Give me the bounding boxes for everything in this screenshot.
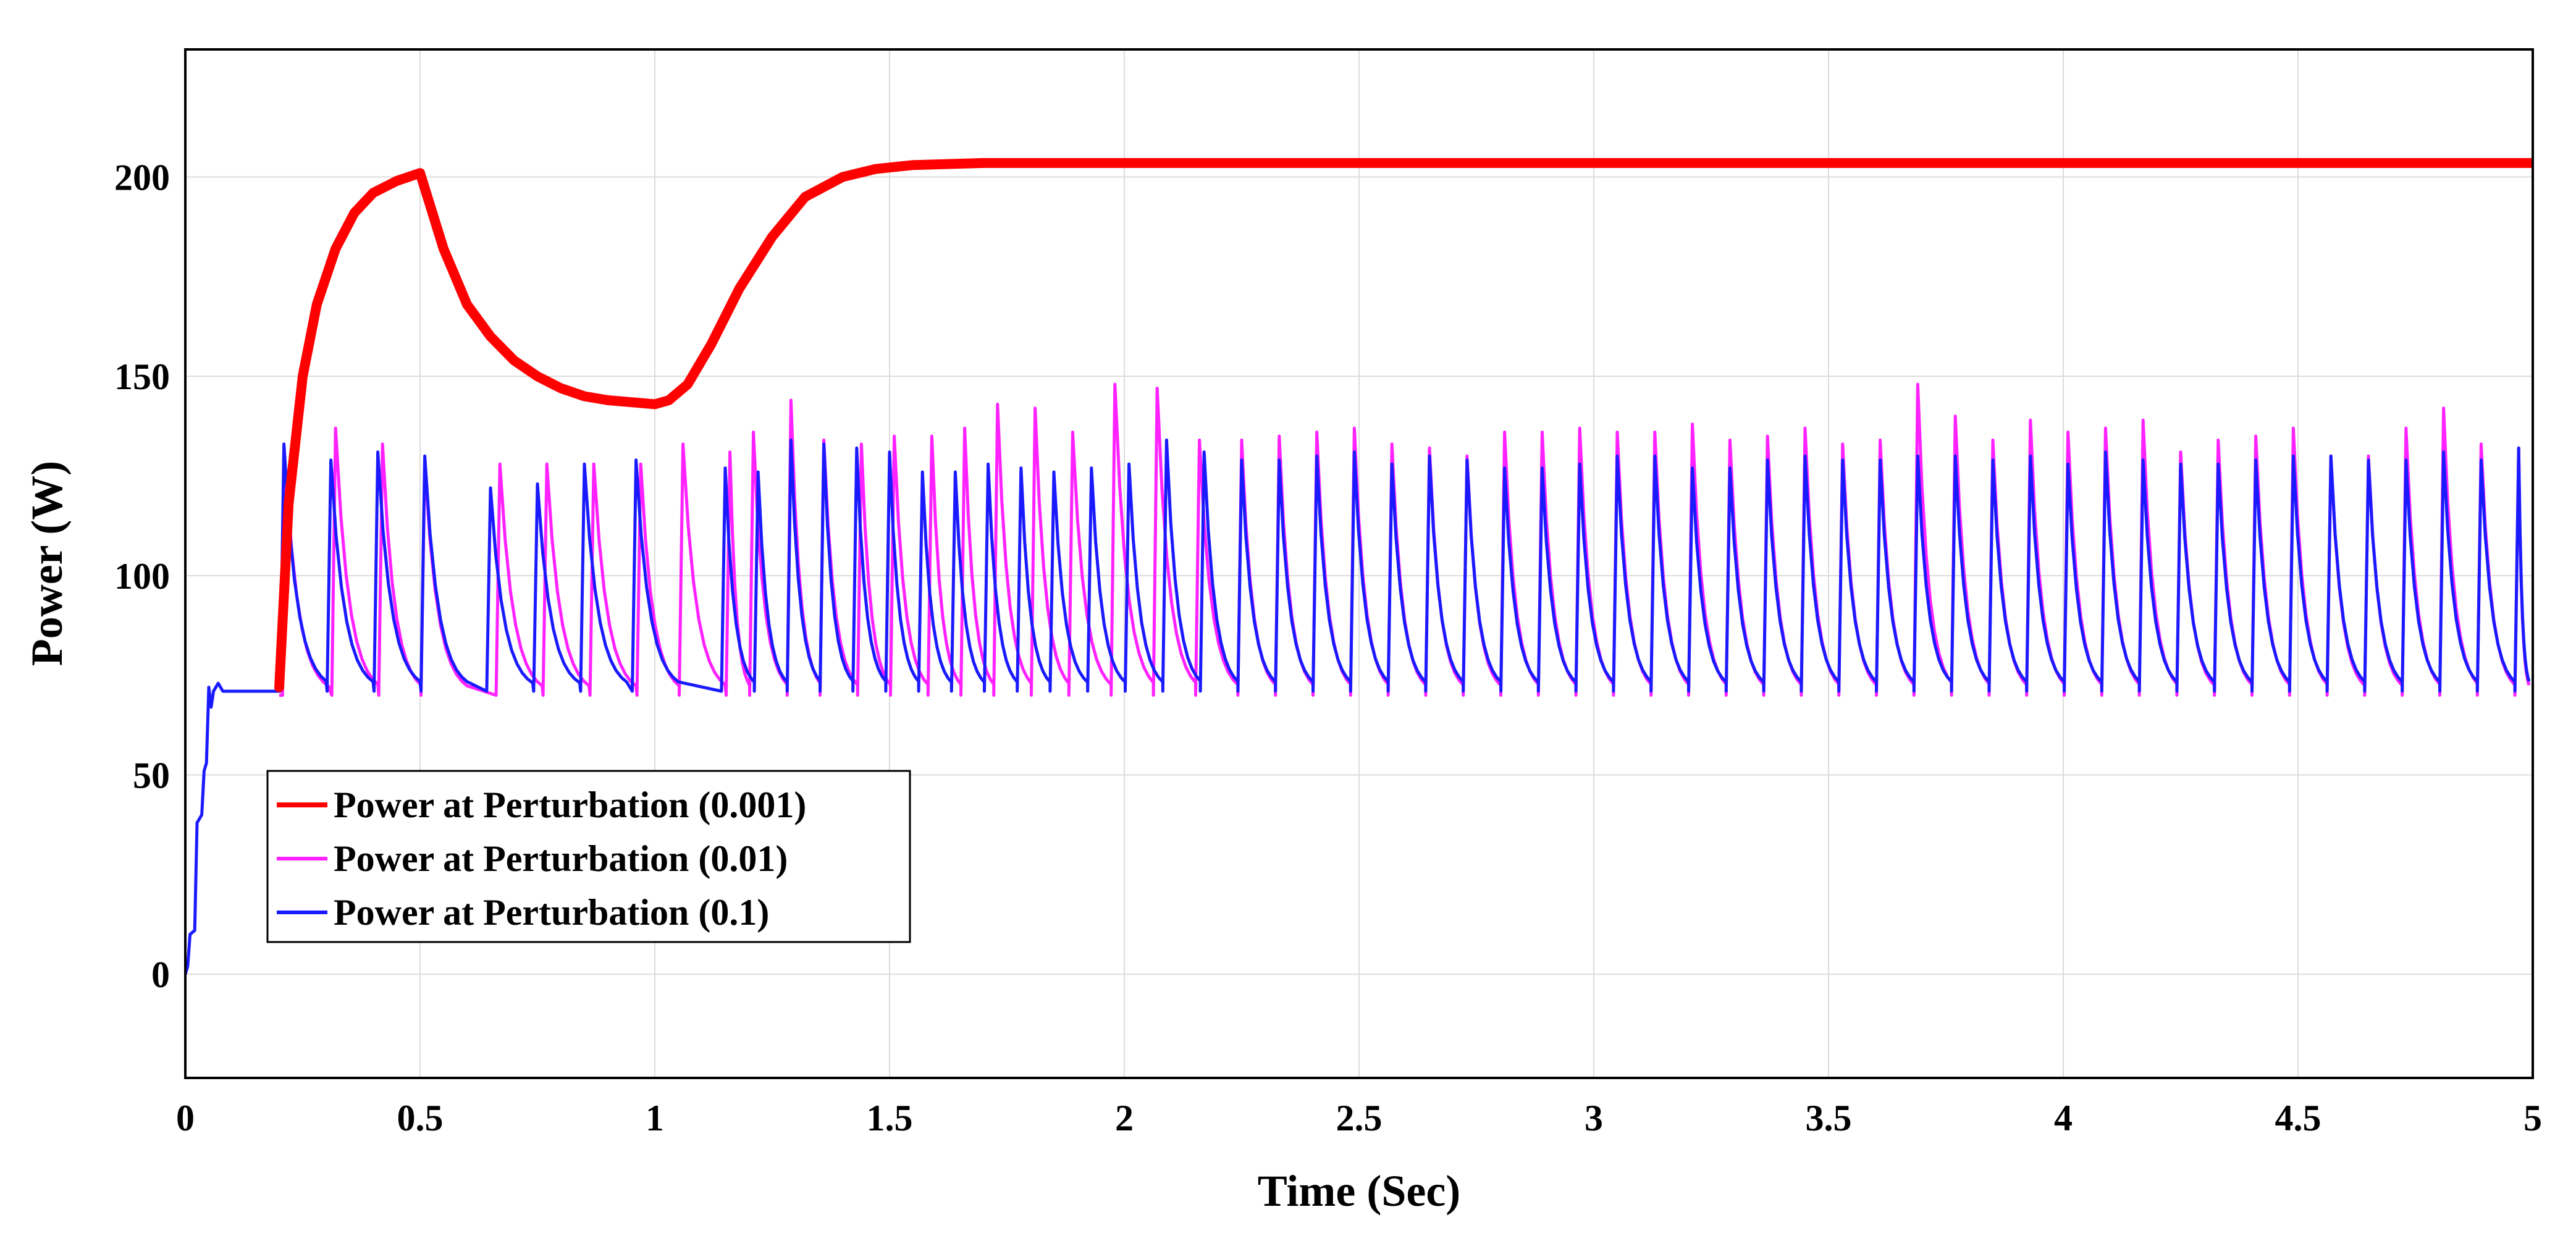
legend: Power at Perturbation (0.001) Power at P… (266, 770, 911, 943)
series-layer (185, 158, 2533, 975)
x-tick-label: 4.5 (2275, 1098, 2321, 1138)
legend-label-0: Power at Perturbation (0.001) (334, 785, 806, 825)
legend-label-1: Power at Perturbation (0.01) (334, 838, 788, 879)
y-tick-label: 50 (133, 755, 170, 796)
x-tick-label: 3.5 (1806, 1098, 1852, 1138)
x-tick-label: 5 (2523, 1098, 2542, 1138)
series-line-0p001 (274, 158, 2533, 692)
legend-box (266, 770, 911, 943)
plot-area-border (184, 48, 2534, 1079)
x-tick-label: 1 (646, 1098, 664, 1138)
x-tick-label: 3 (1585, 1098, 1603, 1138)
x-tick-labels: 0 0.5 1 1.5 2 2.5 3 3.5 4 4.5 5 (176, 1098, 2542, 1138)
y-tick-label: 150 (114, 356, 170, 397)
x-tick-label: 2.5 (1336, 1098, 1383, 1138)
y-tick-label: 200 (114, 158, 170, 198)
x-tick-label: 1.5 (867, 1098, 913, 1138)
x-tick-label: 4 (2054, 1098, 2073, 1138)
y-axis-title: Power (W) (22, 461, 72, 667)
legend-label-2: Power at Perturbation (0.1) (334, 892, 769, 933)
x-axis-title: Time (Sec) (1258, 1166, 1461, 1216)
x-tick-label: 2 (1115, 1098, 1134, 1138)
series-line-0p1 (185, 438, 2531, 975)
y-tick-labels: 0 50 100 150 200 (114, 158, 170, 996)
y-tick-label: 0 (151, 954, 170, 995)
x-tick-label: 0.5 (397, 1098, 444, 1138)
y-tick-label: 100 (114, 556, 170, 597)
x-tick-label: 0 (176, 1098, 195, 1138)
